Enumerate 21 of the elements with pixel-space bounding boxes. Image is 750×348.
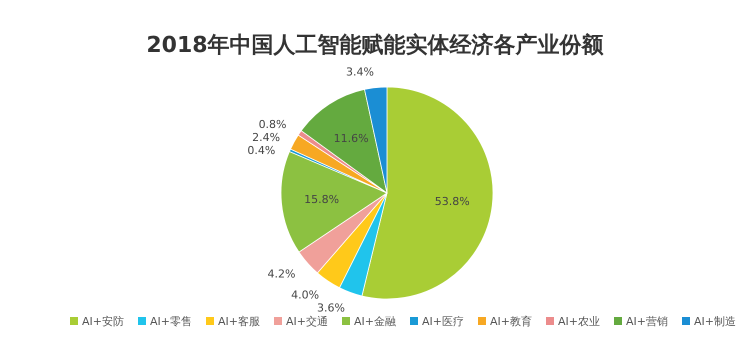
chart-title: 2018年中国人工智能赋能实体经济各产业份额 — [146, 32, 605, 58]
data-label: 2.4% — [252, 130, 280, 144]
legend-label: AI+农业 — [558, 315, 600, 328]
legend-label: AI+安防 — [82, 315, 124, 328]
legend-label: AI+制造 — [694, 315, 736, 328]
legend-label: AI+零售 — [150, 315, 192, 328]
data-label: 4.2% — [268, 268, 296, 281]
data-label: 0.4% — [247, 144, 276, 157]
legend-label: AI+医疗 — [422, 315, 464, 328]
legend-label: AI+教育 — [490, 315, 532, 328]
data-label: 15.8% — [304, 193, 340, 206]
legend-label: AI+交通 — [286, 315, 328, 328]
data-label: 4.0% — [291, 288, 320, 302]
data-label: 3.4% — [346, 66, 374, 79]
data-label: 11.6% — [334, 132, 369, 145]
legend-label: AI+营销 — [626, 315, 668, 328]
data-label: 0.8% — [258, 118, 287, 131]
legend-label: AI+金融 — [354, 315, 396, 328]
legend-label: AI+客服 — [218, 315, 260, 328]
data-label: 53.8% — [434, 194, 470, 208]
data-label: 3.6% — [317, 302, 345, 315]
